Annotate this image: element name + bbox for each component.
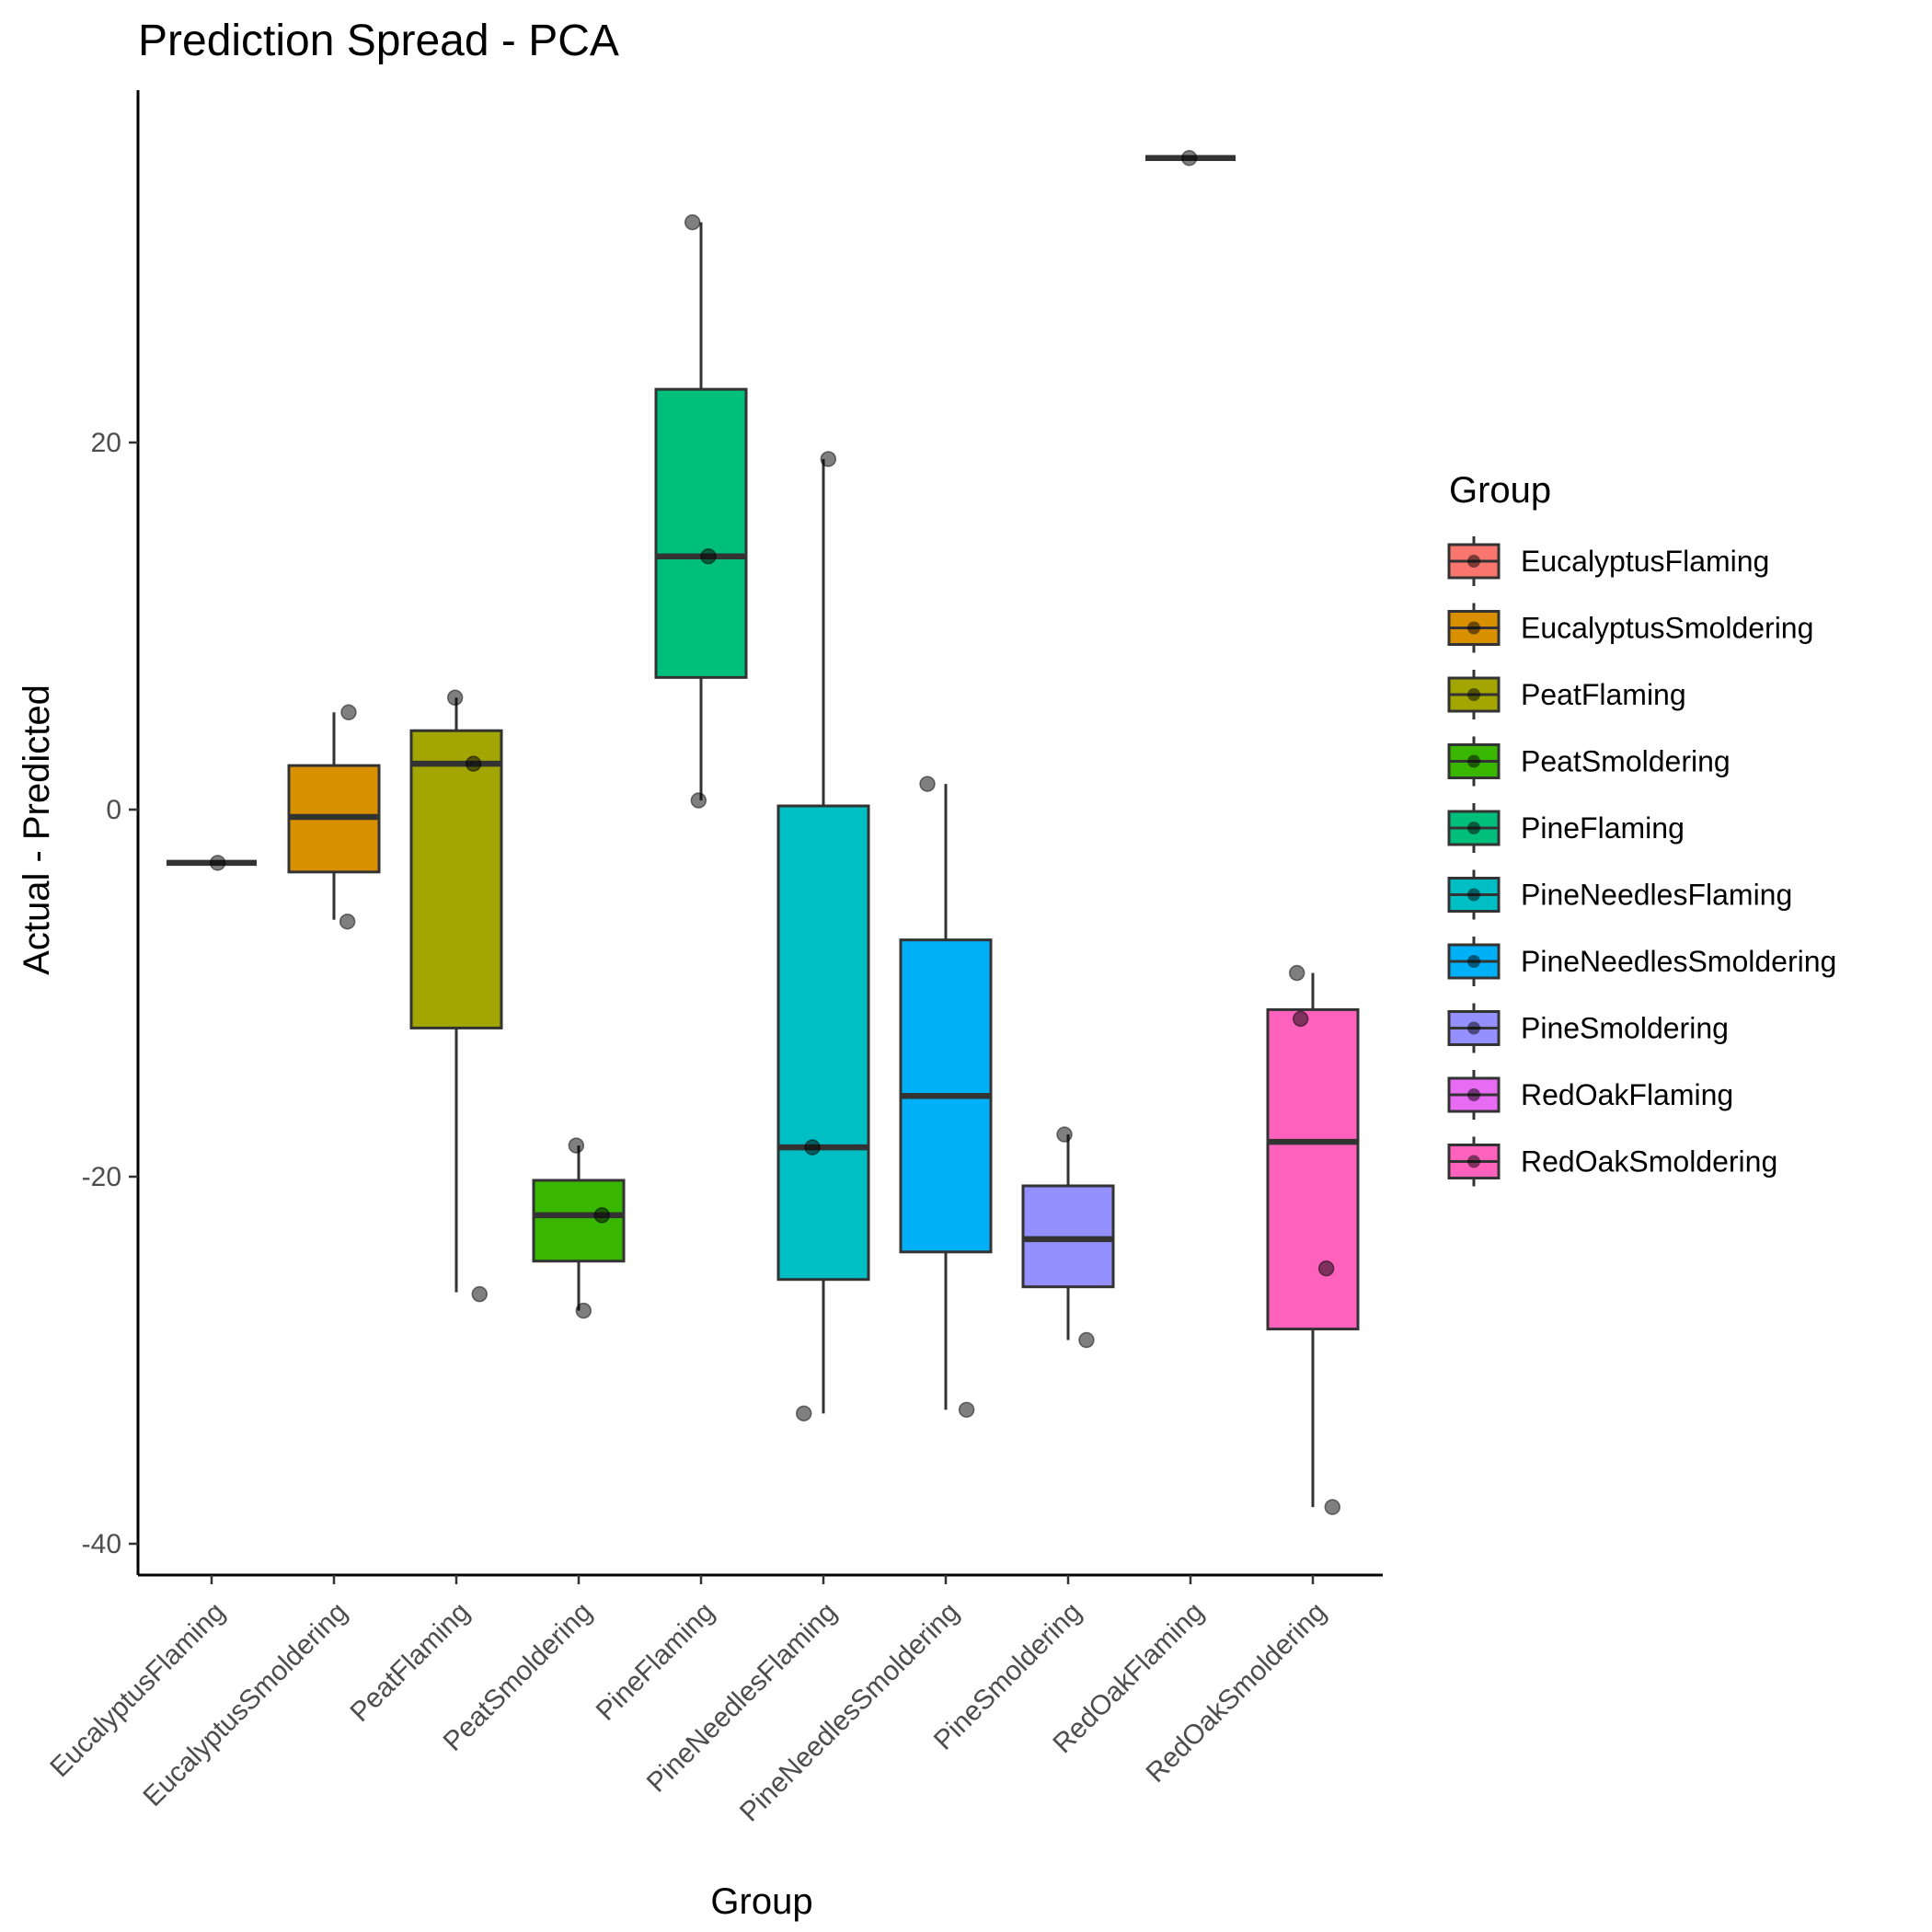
legend-item: EucalyptusFlaming: [1447, 536, 1769, 586]
legend-key-point: [1467, 1088, 1480, 1101]
data-point: [1292, 1010, 1309, 1028]
data-point: [1317, 1260, 1335, 1277]
y-tick-label: -20: [82, 1162, 121, 1192]
box-PineSmoldering: [1021, 1134, 1115, 1340]
data-point: [1180, 150, 1198, 167]
legend-item: PineFlaming: [1447, 803, 1685, 853]
legend-label: RedOakSmoldering: [1521, 1145, 1777, 1179]
box-PeatFlaming: [409, 697, 503, 1293]
legend-key-point: [1467, 1021, 1480, 1035]
box-PeatSmoldering: [532, 1145, 626, 1311]
data-point: [575, 1302, 592, 1319]
data-point: [820, 451, 837, 467]
y-tick-label: 20: [91, 428, 121, 458]
data-point: [958, 1401, 975, 1419]
data-point: [690, 792, 707, 809]
legend-label: EucalyptusSmoldering: [1521, 612, 1813, 645]
box-PineFlaming: [654, 222, 748, 801]
legend-key-point: [1467, 955, 1480, 968]
data-point: [919, 776, 936, 792]
box-PineNeedlesSmoldering: [899, 784, 993, 1410]
legend-key-point: [1467, 1155, 1480, 1168]
legend-label: PineNeedlesSmoldering: [1521, 945, 1836, 978]
legend-label: PineNeedlesFlaming: [1521, 879, 1792, 912]
legend-key-point: [1467, 621, 1480, 635]
y-tick-label: -40: [82, 1529, 121, 1559]
box-RedOakSmoldering: [1266, 972, 1360, 1508]
x-tick-label: PineNeedlesSmoldering: [734, 1597, 965, 1828]
chart-title: Prediction Spread - PCA: [138, 17, 619, 65]
legend-label: PeatFlaming: [1521, 678, 1686, 711]
x-tick-label: PeatFlaming: [345, 1597, 476, 1728]
x-tick-label: EucalyptusSmoldering: [138, 1597, 353, 1812]
data-point: [209, 855, 226, 871]
data-point: [1288, 964, 1305, 982]
legend-key-point: [1467, 555, 1480, 568]
box-body: [532, 1179, 626, 1263]
legend-title: Group: [1449, 470, 1551, 511]
legend-item: EucalyptusSmoldering: [1447, 603, 1813, 653]
x-axis: EucalyptusFlamingEucalyptusSmolderingPea…: [44, 1573, 1383, 1828]
data-point: [568, 1137, 585, 1154]
y-axis: 20 0 -20 -40: [82, 90, 140, 1575]
legend-key-point: [1467, 888, 1480, 902]
legend-item: PeatFlaming: [1447, 670, 1686, 719]
x-axis-title: Group: [710, 1881, 812, 1922]
legend-key-point: [1467, 822, 1480, 834]
data-point: [1078, 1331, 1095, 1349]
legend-item: PeatSmoldering: [1447, 736, 1731, 787]
legend-key-point: [1467, 754, 1480, 768]
box-EucalyptusSmoldering: [287, 712, 381, 920]
x-tick-label: PineFlaming: [591, 1597, 720, 1727]
box-body: [409, 729, 503, 1029]
box-PineNeedlesFlaming: [776, 458, 870, 1414]
legend-label: PeatSmoldering: [1521, 745, 1731, 778]
legend-item: PineSmoldering: [1447, 1003, 1729, 1053]
data-point: [1056, 1126, 1073, 1143]
legend-label: PineFlaming: [1521, 811, 1685, 845]
box-body: [776, 804, 870, 1282]
data-point: [471, 1285, 489, 1303]
legend-label: PineSmoldering: [1521, 1012, 1729, 1045]
legend-label: RedOakFlaming: [1521, 1078, 1733, 1111]
legend: Group EucalyptusFlaming EucalyptusSmolder…: [1447, 470, 1836, 1187]
data-point: [804, 1139, 821, 1156]
y-tick-label: 0: [106, 795, 121, 825]
data-point: [465, 755, 482, 772]
legend-item: PineNeedlesFlaming: [1447, 869, 1792, 920]
legend-key-point: [1467, 688, 1480, 701]
legend-item: PineNeedlesSmoldering: [1447, 937, 1836, 986]
data-point: [700, 547, 717, 565]
data-point: [593, 1207, 611, 1224]
box-body: [654, 387, 748, 679]
data-point: [446, 689, 464, 707]
data-point: [339, 913, 356, 930]
legend-item: RedOakFlaming: [1447, 1070, 1733, 1120]
y-axis-title: Actual - Predicted: [17, 684, 57, 975]
data-point: [340, 704, 357, 721]
legend-item: RedOakSmoldering: [1447, 1136, 1777, 1187]
data-point: [1324, 1499, 1341, 1515]
plot-panel: [167, 150, 1360, 1515]
data-point: [795, 1405, 812, 1422]
data-point: [684, 213, 701, 231]
box-body: [1266, 1007, 1360, 1331]
legend-label: EucalyptusFlaming: [1521, 545, 1769, 578]
